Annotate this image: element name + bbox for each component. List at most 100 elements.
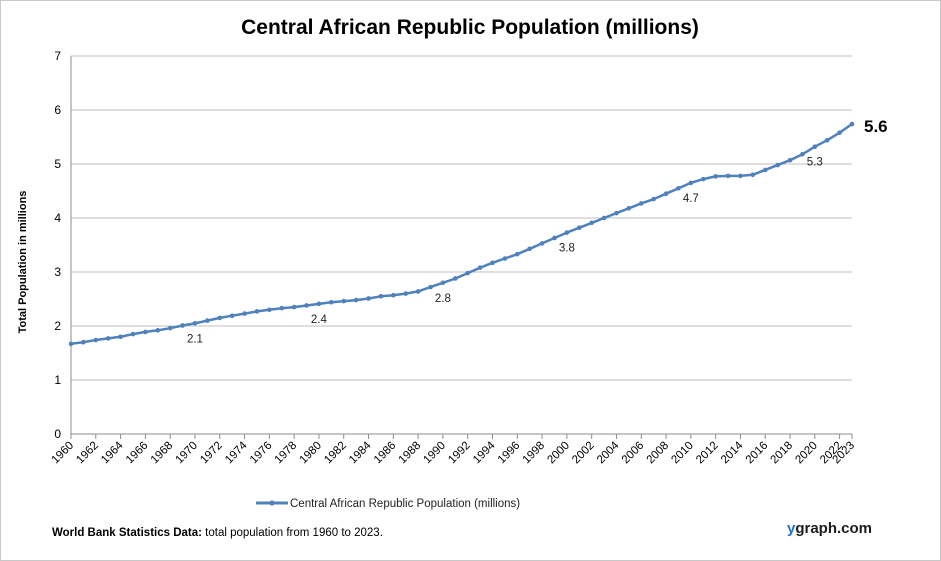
data-point: [254, 309, 260, 314]
data-point: [304, 303, 309, 308]
x-tick-label: 1974: [223, 439, 250, 466]
data-point: [824, 137, 830, 143]
x-tick-label: 1988: [397, 440, 424, 467]
legend-label: Central African Republic Population (mil…: [290, 498, 520, 510]
y-tick-label: 7: [54, 49, 61, 63]
data-point: [353, 297, 359, 303]
data-point: [775, 162, 780, 168]
data-point: [849, 121, 855, 127]
legend-marker-icon: [269, 500, 275, 506]
y-tick-label: 5: [54, 157, 61, 171]
data-point: [391, 292, 396, 298]
data-point: [229, 313, 235, 319]
data-point: [725, 173, 731, 179]
data-point: [700, 176, 706, 182]
data-point: [514, 251, 520, 257]
x-tick-label: 2010: [669, 440, 696, 467]
data-point: [81, 339, 86, 345]
y-tick-label: 4: [54, 211, 61, 225]
x-tick-label: 1968: [149, 440, 176, 467]
data-point: [812, 144, 818, 150]
last-value-label: 5.6: [864, 117, 888, 136]
y-tick-label: 2: [54, 319, 61, 333]
data-point: [143, 329, 148, 335]
data-point: [465, 270, 470, 276]
data-point: [341, 298, 347, 304]
data-point: [105, 336, 111, 341]
data-point: [787, 157, 793, 163]
series-line: [70, 122, 853, 346]
data-point: [329, 299, 334, 305]
x-tick-label: 2002: [570, 440, 597, 467]
x-tick-label: 1990: [421, 440, 448, 467]
x-tick-label: 1976: [248, 440, 275, 467]
data-point: [366, 296, 371, 301]
data-point: [490, 260, 495, 266]
footer-source: World Bank Statistics Data: total popula…: [52, 527, 383, 539]
x-tick-label: 1994: [471, 439, 498, 466]
data-point: [93, 337, 99, 343]
x-tick-label: 1984: [347, 439, 374, 466]
x-tick-label: 1960: [50, 440, 77, 467]
x-tick-label: 1970: [174, 440, 201, 467]
data-point: [453, 276, 458, 281]
data-point: [539, 241, 545, 246]
data-label: 2.4: [311, 314, 328, 326]
data-point: [180, 323, 185, 328]
data-point: [676, 186, 681, 191]
data-point: [589, 220, 594, 226]
data-point: [552, 235, 557, 241]
x-tick-label: 2008: [645, 440, 672, 467]
series-layer: [68, 121, 855, 347]
data-point: [750, 172, 756, 178]
data-point: [837, 130, 842, 135]
data-point: [167, 325, 173, 331]
y-tick-label: 0: [54, 427, 61, 441]
data-point: [118, 334, 123, 340]
data-point: [403, 291, 409, 296]
data-point: [738, 173, 743, 179]
y-tick-label: 3: [54, 265, 61, 279]
data-point: [663, 191, 669, 196]
data-label: 5.3: [807, 157, 823, 169]
data-point: [440, 280, 446, 286]
brand-rest: graph.com: [795, 520, 873, 537]
data-point: [601, 215, 607, 221]
data-point: [378, 294, 384, 299]
data-point: [477, 265, 483, 270]
data-point: [205, 318, 210, 323]
data-point: [155, 328, 161, 333]
brand-initial: y: [787, 520, 796, 537]
x-tick-label: 1964: [99, 439, 126, 466]
data-point: [626, 205, 632, 211]
data-point: [316, 301, 322, 307]
data-point: [713, 174, 718, 179]
gridlines: [71, 55, 852, 381]
axes: 0 1 2 3 4 5 6 7 19601962196419661968197019721974…: [50, 49, 858, 466]
x-tick-label: 1998: [521, 440, 548, 467]
data-labels: 2.1 2.4 2.8 3.8 4.7 5.3 5.6: [187, 117, 888, 345]
x-tick-label: 2004: [595, 439, 622, 466]
data-point: [688, 180, 694, 186]
brand-logo: ygraph.com: [787, 520, 872, 537]
x-tick-label: 2000: [545, 440, 572, 467]
x-tick-label: 2018: [769, 440, 796, 467]
data-point: [291, 304, 297, 310]
data-point: [638, 201, 644, 206]
x-tick-label: 1986: [372, 440, 399, 467]
data-point: [762, 167, 768, 173]
data-point: [527, 246, 532, 252]
source-text: total population from 1960 to 2023.: [201, 527, 383, 539]
data-point: [217, 315, 223, 321]
x-tick-label: 1978: [273, 440, 300, 467]
x-tick-label: 2020: [793, 440, 820, 467]
data-point: [800, 151, 805, 157]
data-point: [192, 321, 198, 326]
legend: Central African Republic Population (mil…: [256, 498, 520, 510]
data-label: 2.1: [187, 333, 203, 345]
y-tick-label: 1: [54, 373, 61, 387]
x-tick-label: 2012: [694, 440, 721, 467]
x-tick-label: 2006: [620, 440, 647, 467]
chart-title: Central African Republic Population (mil…: [241, 16, 699, 39]
